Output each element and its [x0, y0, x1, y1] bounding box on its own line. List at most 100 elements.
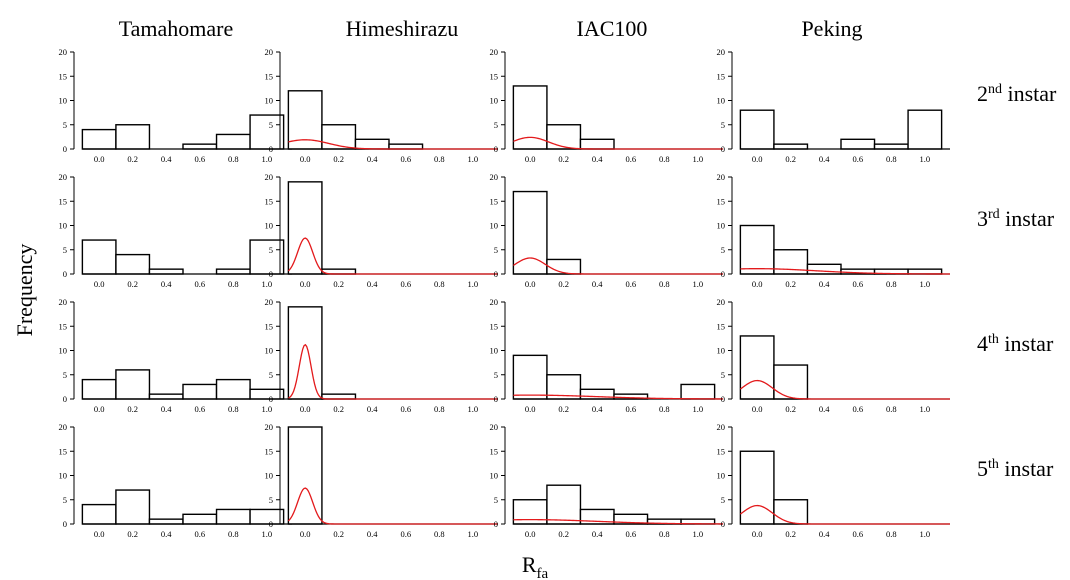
x-tick-label: 0.4	[592, 404, 603, 414]
y-tick-label: 20	[265, 422, 274, 432]
y-tick-label: 0	[721, 394, 725, 404]
row-label-number: 4	[977, 331, 988, 356]
x-tick-label: 0.8	[659, 529, 670, 539]
x-tick-label: 0.8	[228, 404, 239, 414]
y-axis-label: Frequency	[12, 244, 37, 337]
x-tick-label: 0.2	[127, 529, 138, 539]
histogram-bar	[739, 335, 775, 400]
x-tick-label: 0.4	[367, 404, 378, 414]
x-tick-label: 0.4	[819, 529, 830, 539]
y-tick-label: 15	[265, 71, 274, 81]
y-tick-label: 0	[63, 144, 67, 154]
x-tick-label: 0.8	[886, 279, 897, 289]
y-tick-label: 20	[717, 172, 726, 182]
x-tick-label: 1.0	[920, 404, 931, 414]
x-tick-label: 0.2	[558, 154, 569, 164]
x-tick-label: 1.0	[262, 154, 273, 164]
x-tick-label: 0.4	[367, 154, 378, 164]
row-label-number: 2	[977, 81, 988, 106]
histogram-bar	[546, 484, 582, 525]
x-tick-label: 0.2	[785, 529, 796, 539]
histogram-bar	[512, 85, 548, 150]
y-tick-label: 0	[63, 269, 67, 279]
y-tick-label: 0	[494, 269, 498, 279]
fitted-curve	[513, 257, 723, 275]
fitted-curve	[287, 237, 498, 275]
histogram-bar	[579, 138, 615, 150]
x-tick-label: 0.6	[852, 404, 863, 414]
histogram-bar	[287, 181, 323, 275]
x-tick-label: 0.2	[127, 404, 138, 414]
y-tick-label: 15	[717, 71, 726, 81]
y-tick-label: 15	[490, 446, 499, 456]
panel-tamahomare-4th-instar: 0 5 10 15 20 0.0 0.2 0.4 0.6 0.8 1.0	[59, 297, 292, 414]
panel-iac100-2nd-instar: 0 5 10 15 20 0.0 0.2 0.4 0.6 0.8 1.0	[490, 47, 723, 164]
x-tick-label: 0.2	[785, 154, 796, 164]
y-tick-label: 10	[265, 96, 274, 106]
x-tick-label: 0.6	[400, 404, 411, 414]
x-tick-label: 0.6	[852, 529, 863, 539]
y-tick-label: 0	[494, 519, 498, 529]
x-tick-label: 0.4	[161, 404, 172, 414]
x-tick-label: 0.4	[367, 529, 378, 539]
x-tick-label: 0.0	[94, 154, 105, 164]
x-tick-label: 1.0	[920, 154, 931, 164]
histogram-bar	[215, 268, 251, 275]
y-tick-label: 5	[721, 120, 725, 130]
panel-himeshirazu-4th-instar: 0 5 10 15 20 0.0 0.2 0.4 0.6 0.8 1.0	[265, 297, 498, 414]
histogram-bar	[546, 124, 582, 150]
y-tick-label: 0	[63, 394, 67, 404]
x-tick-label: 0.0	[752, 529, 763, 539]
x-tick-label: 1.0	[693, 154, 704, 164]
fitted-curve	[288, 343, 498, 400]
x-tick-label: 0.2	[333, 529, 344, 539]
x-tick-label: 0.0	[752, 154, 763, 164]
y-tick-label: 0	[269, 144, 273, 154]
x-tick-label: 0.4	[161, 279, 172, 289]
histogram-bar	[773, 143, 809, 150]
x-tick-label: 0.6	[625, 154, 636, 164]
x-tick-label: 0.6	[625, 529, 636, 539]
panel-peking-4th-instar: 0 5 10 15 20 0.0 0.2 0.4 0.6 0.8 1.0	[717, 297, 950, 414]
x-tick-label: 0.0	[94, 404, 105, 414]
column-title-himeshirazu: Himeshirazu	[346, 16, 458, 41]
fitted-curve	[288, 139, 498, 150]
row-label-ordinal: th	[988, 332, 999, 347]
y-tick-label: 20	[59, 47, 68, 57]
y-tick-label: 15	[265, 196, 274, 206]
y-tick-label: 10	[717, 221, 726, 231]
panel-himeshirazu-5th-instar: 0 5 10 15 20 0.0 0.2 0.4 0.6 0.8 1.0	[265, 422, 498, 539]
x-tick-label: 0.0	[752, 404, 763, 414]
x-tick-label: 0.2	[333, 404, 344, 414]
histogram-bar	[806, 263, 842, 275]
y-tick-label: 5	[63, 495, 67, 505]
x-tick-label: 0.4	[592, 154, 603, 164]
histogram-bar	[115, 489, 151, 525]
y-tick-label: 10	[717, 96, 726, 106]
y-tick-label: 0	[269, 269, 273, 279]
row-label-3rd: 3rd instar	[977, 206, 1055, 231]
x-tick-label: 0.4	[819, 279, 830, 289]
x-tick-label: 0.6	[400, 279, 411, 289]
histogram-bar	[354, 138, 390, 150]
y-tick-label: 15	[717, 321, 726, 331]
x-tick-label: 0.6	[852, 154, 863, 164]
y-tick-label: 10	[490, 471, 499, 481]
y-tick-label: 20	[490, 297, 499, 307]
panel-tamahomare-2nd-instar: 0 5 10 15 20 0.0 0.2 0.4 0.6 0.8 1.0	[59, 47, 292, 164]
y-tick-label: 15	[59, 321, 68, 331]
y-tick-label: 10	[59, 221, 68, 231]
panel-iac100-4th-instar: 0 5 10 15 20 0.0 0.2 0.4 0.6 0.8 1.0	[490, 297, 724, 414]
x-tick-label: 0.4	[161, 529, 172, 539]
y-tick-label: 5	[63, 245, 67, 255]
y-tick-label: 20	[59, 422, 68, 432]
histogram-bar	[81, 503, 117, 525]
histogram-bar	[182, 513, 218, 525]
y-tick-label: 20	[59, 297, 68, 307]
y-tick-label: 10	[490, 346, 499, 356]
fitted-curve	[287, 487, 498, 525]
x-tick-label: 0.0	[300, 154, 311, 164]
histogram-bar	[215, 508, 251, 525]
column-title-tamahomare: Tamahomare	[119, 16, 234, 41]
